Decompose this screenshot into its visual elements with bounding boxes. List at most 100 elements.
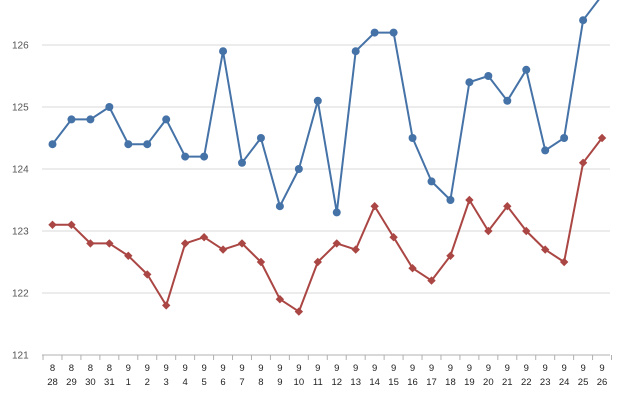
blue-series-point [162,115,171,124]
red-series-point [408,264,417,273]
x-tick-month: 9 [239,363,244,374]
x-tick-day: 23 [540,377,551,388]
blue-series-point [219,47,228,56]
blue-series [48,0,600,217]
x-tick-month: 9 [524,363,529,374]
blue-series-point [446,196,455,204]
red-series-point [427,276,436,285]
x-tick-month: 9 [353,363,358,374]
x-tick-month: 9 [220,363,225,374]
y-tick-label: 121 [12,351,29,362]
x-tick-month: 9 [145,363,150,374]
blue-series-point [143,140,152,149]
blue-series-point [408,134,417,142]
x-axis: 8288298308319192939495969798999109119129… [42,354,613,388]
x-tick-day: 3 [164,377,169,388]
red-series-point [67,220,76,229]
blue-series-point [579,16,588,25]
x-tick-day: 13 [350,377,361,388]
blue-series-point [522,65,531,74]
x-tick-month: 9 [562,363,567,374]
x-tick-day: 20 [483,377,494,388]
red-series-point [256,257,266,267]
blue-series-point [503,96,512,105]
x-tick-month: 9 [505,363,510,374]
x-tick-day: 4 [183,377,188,388]
x-tick-day: 31 [104,377,115,388]
x-tick-month: 9 [580,363,585,374]
x-tick-day: 1 [126,377,131,388]
x-tick-day: 6 [220,377,225,388]
y-tick-label: 123 [12,227,29,238]
blue-series-point [48,140,57,149]
x-tick-day: 18 [445,377,456,388]
x-tick-month: 8 [50,363,55,374]
blue-series-point [541,146,550,155]
series-layer [48,0,607,316]
red-series-point [559,257,569,267]
y-tick-label: 125 [12,103,29,114]
x-tick-month: 9 [486,363,491,374]
x-tick-day: 21 [502,377,513,388]
x-tick-month: 9 [467,363,472,374]
red-series-point [48,220,57,229]
blue-series-line [51,0,600,214]
red-series-point [218,245,228,254]
x-tick-month: 9 [164,363,169,374]
grid-lines [42,44,610,294]
y-tick-label: 124 [12,165,29,176]
x-tick-month: 9 [372,363,377,374]
x-tick-month: 9 [429,363,434,374]
red-series-point [105,239,114,248]
red-series-point [351,245,360,254]
x-tick-day: 26 [597,377,608,388]
red-series-point [370,202,379,211]
red-series-point [465,195,474,205]
red-series-point [162,301,171,310]
red-series-point [124,251,133,260]
x-tick-month: 9 [410,363,415,374]
x-tick-month: 8 [107,363,112,374]
red-series-point [541,245,550,254]
x-tick-day: 24 [559,377,570,388]
x-tick-day: 28 [47,377,58,388]
x-tick-month: 9 [334,363,339,374]
red-series-point [199,233,209,242]
x-tick-day: 16 [407,377,418,388]
x-tick-month: 9 [543,363,548,374]
x-tick-day: 9 [277,377,282,388]
blue-series-point [86,115,95,124]
x-tick-day: 8 [258,377,263,388]
x-tick-month: 9 [315,363,320,374]
red-series-point [237,239,247,248]
x-tick-month: 9 [296,363,301,374]
x-tick-month: 9 [599,363,604,374]
red-series-point [294,307,304,316]
blue-series-point [332,208,341,217]
blue-series-point [351,47,360,56]
blue-series-point [560,134,569,142]
x-tick-day: 22 [521,377,532,388]
x-tick-month: 9 [448,363,453,374]
blue-series-point [275,202,284,211]
red-series-point [180,239,190,248]
red-series-line [52,137,603,313]
x-tick-day: 10 [294,377,305,388]
x-tick-day: 14 [369,377,380,388]
blue-series-point [67,115,76,124]
red-series [48,133,607,316]
x-tick-month: 9 [391,363,396,374]
blue-series-point [313,96,322,105]
red-series-point [389,233,398,242]
x-tick-day: 19 [464,377,475,388]
red-series-point [313,257,322,267]
red-series-point [522,226,531,236]
x-tick-month: 9 [126,363,131,374]
x-tick-day: 15 [388,377,399,388]
blue-series-point [105,103,114,111]
x-tick-day: 2 [145,377,150,388]
red-series-point [275,295,285,304]
blue-series-point [181,152,190,161]
x-tick-day: 29 [66,377,77,388]
